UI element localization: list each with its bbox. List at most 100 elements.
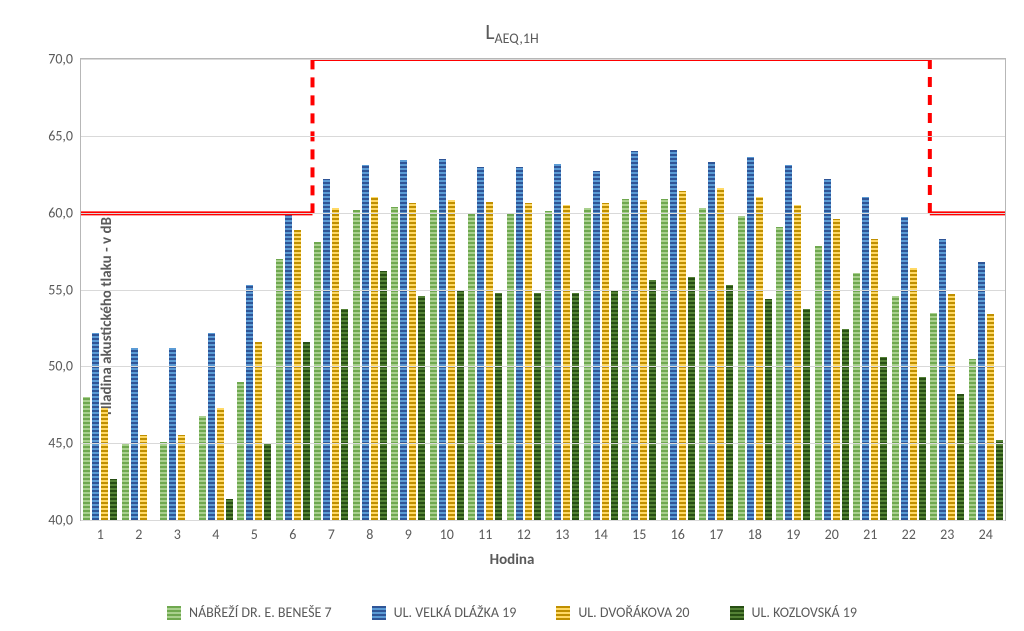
bar [776, 227, 783, 521]
bar [919, 377, 926, 520]
bar [602, 203, 609, 520]
bar [572, 293, 579, 520]
bar [391, 207, 398, 520]
bar [264, 443, 271, 520]
bar [649, 280, 656, 520]
bar [332, 208, 339, 520]
bar [516, 167, 523, 520]
x-tick-label: 2 [120, 526, 159, 543]
bar [756, 197, 763, 520]
bar [880, 357, 887, 520]
bar [699, 208, 706, 520]
x-tick-label: 20 [813, 526, 852, 543]
bar [584, 208, 591, 520]
gridline [81, 366, 1005, 367]
legend-item: UL. DVOŘÁKOVA 20 [556, 604, 689, 621]
bar [294, 230, 301, 520]
bar [371, 197, 378, 520]
title-subscript: AEQ,1H [495, 30, 539, 47]
bar [303, 342, 310, 520]
legend: NÁBŘEŽÍ DR. E. BENEŠE 7UL. VELKÁ DLÁŽKA … [0, 604, 1024, 621]
x-tick-label: 7 [312, 526, 351, 543]
y-tick-label: 65,0 [48, 127, 73, 144]
x-tick-label: 23 [928, 526, 967, 543]
bar [457, 290, 464, 521]
bar [226, 499, 233, 521]
y-tick-label: 45,0 [48, 435, 73, 452]
bar [815, 246, 822, 520]
bar [477, 167, 484, 520]
x-tick-label: 18 [736, 526, 775, 543]
y-tick-label: 70,0 [48, 51, 73, 68]
bar [409, 203, 416, 520]
x-tick-label: 22 [890, 526, 929, 543]
bar [640, 200, 647, 520]
bar [237, 382, 244, 520]
x-tick-label: 11 [466, 526, 505, 543]
bar [131, 348, 138, 520]
bar [208, 333, 215, 520]
bar [688, 277, 695, 520]
bar [217, 408, 224, 520]
bar [661, 199, 668, 520]
bar [362, 165, 369, 520]
x-tick-label: 16 [659, 526, 698, 543]
bar [246, 285, 253, 520]
x-tick-label: 3 [158, 526, 197, 543]
bar [833, 219, 840, 520]
plot-area: 123456789101112131415161718192021222324 … [80, 58, 1006, 521]
bar [939, 239, 946, 520]
bar [765, 299, 772, 520]
y-tick-label: 40,0 [48, 512, 73, 529]
bar [255, 342, 262, 520]
x-tick-label: 15 [620, 526, 659, 543]
x-tick-label: 10 [428, 526, 467, 543]
bar [380, 271, 387, 520]
bar [486, 202, 493, 520]
bar [708, 162, 715, 520]
legend-label: NÁBŘEŽÍ DR. E. BENEŠE 7 [189, 604, 332, 621]
bar [670, 150, 677, 520]
bar [178, 435, 185, 520]
legend-swatch [556, 606, 570, 620]
bar [794, 205, 801, 520]
bar [824, 179, 831, 520]
bar [862, 197, 869, 520]
bar [901, 217, 908, 520]
bar [323, 179, 330, 520]
bar [418, 296, 425, 520]
bar [987, 314, 994, 520]
legend-swatch [372, 606, 386, 620]
bar [276, 259, 283, 520]
bar [199, 416, 206, 520]
bar [978, 262, 985, 520]
bar [448, 200, 455, 520]
bar [83, 397, 90, 520]
bar [842, 329, 849, 520]
bar [525, 203, 532, 520]
x-tick-label: 19 [774, 526, 813, 543]
x-tick-label: 24 [967, 526, 1006, 543]
bar [400, 160, 407, 520]
x-axis-label: Hodina [0, 551, 1024, 569]
x-tick-label: 5 [235, 526, 274, 543]
title-main: L [485, 18, 494, 45]
bar [593, 171, 600, 520]
x-tick-label: 8 [351, 526, 390, 543]
x-tick-label: 17 [697, 526, 736, 543]
bar [430, 210, 437, 520]
gridline [81, 213, 1005, 214]
y-tick-label: 60,0 [48, 204, 73, 221]
bar [996, 440, 1003, 520]
bar [871, 239, 878, 520]
bar [910, 268, 917, 520]
x-tick-label: 13 [543, 526, 582, 543]
gridline [81, 520, 1005, 521]
legend-item: NÁBŘEŽÍ DR. E. BENEŠE 7 [167, 604, 332, 621]
legend-swatch [730, 606, 744, 620]
gridline [81, 136, 1005, 137]
bar [122, 443, 129, 520]
bar [169, 348, 176, 520]
bar [957, 394, 964, 520]
bar [554, 164, 561, 521]
